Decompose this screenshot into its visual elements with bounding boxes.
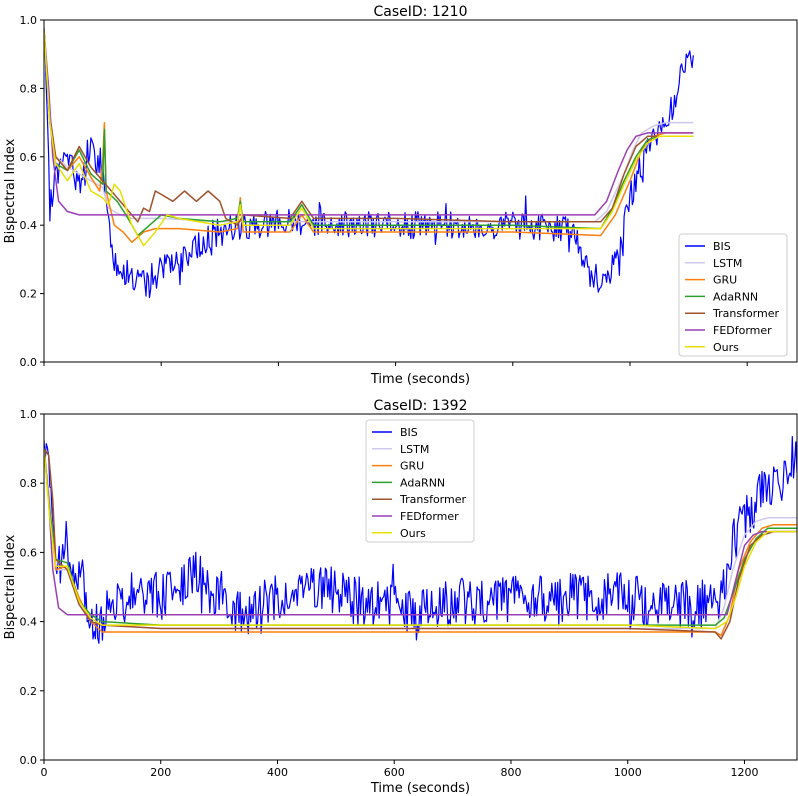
plot-area [44, 436, 797, 644]
series-line-fedformer [44, 30, 694, 216]
legend-label-gru: GRU [400, 460, 424, 473]
series-line-bis [44, 436, 797, 644]
y-tick-label: 1.0 [20, 408, 38, 421]
legend-label-lstm: LSTM [400, 443, 429, 456]
legend-box [365, 419, 475, 543]
x-tick-label: 200 [150, 766, 171, 779]
y-tick-label: 0.8 [20, 477, 38, 490]
legend-label-gru: GRU [713, 274, 737, 287]
legend-label-transformer: Transformer [712, 307, 779, 320]
chart-title: CaseID: 1210 [374, 4, 468, 20]
y-axis-label: Bispectral Index [3, 138, 18, 243]
legend-label-ours: Ours [713, 341, 739, 354]
y-tick-label: 0.2 [20, 685, 38, 698]
x-tick-label: 1200 [730, 766, 758, 779]
series-line-transformer [44, 30, 694, 226]
legend-label-lstm: LSTM [713, 257, 742, 270]
legend: BIS LSTM GRU AdaRNN Transformer FEDformer Ours [365, 419, 475, 543]
series-line-adarnn [44, 30, 694, 237]
x-tick-label: 600 [384, 766, 405, 779]
legend-box [678, 233, 788, 357]
series-line-ours [44, 448, 797, 630]
chart-title: CaseID: 1392 [374, 398, 468, 414]
legend-label-transformer: Transformer [399, 493, 466, 506]
y-tick-label: 0.8 [20, 82, 38, 95]
legend: BIS LSTM GRU AdaRNN Transformer FEDformer Ours [678, 233, 788, 357]
legend-label-adarnn: AdaRNN [400, 476, 445, 489]
y-tick-label: 0.6 [20, 546, 38, 559]
chart-case-1392: 0.0 0.2 0.4 0.6 0.8 1.0 0 200 400 600 800 1000 1200 C… [3, 398, 798, 796]
x-axis-label: Time (seconds) [370, 372, 470, 387]
series-line-transformer [44, 448, 797, 640]
legend-label-ours: Ours [400, 527, 426, 540]
x-tick-label: 800 [500, 766, 521, 779]
plot-area [44, 27, 694, 299]
y-tick-label: 0.2 [20, 288, 38, 301]
legend-label-fedformer: FEDformer [713, 324, 772, 337]
series-line-lstm [44, 30, 694, 223]
y-tick-label: 0.0 [20, 356, 38, 369]
y-tick-label: 1.0 [20, 14, 38, 27]
y-tick-label: 0.6 [20, 151, 38, 164]
series-line-gru [44, 30, 694, 244]
x-tick-label: 1000 [614, 766, 642, 779]
series-line-bis [44, 27, 694, 299]
legend-label-bis: BIS [713, 240, 731, 253]
series-line-fedformer [44, 448, 797, 616]
y-tick-label: 0.0 [20, 754, 38, 767]
x-axis-label: Time (seconds) [370, 781, 470, 796]
legend-label-adarnn: AdaRNN [713, 290, 758, 303]
y-tick-label: 0.4 [20, 219, 38, 232]
y-tick-label: 0.4 [20, 616, 38, 629]
x-tick-label: 0 [41, 766, 48, 779]
axes-frame [43, 413, 798, 761]
axes-frame [43, 19, 798, 363]
series-line-ours [44, 30, 694, 247]
x-tick-label: 400 [267, 766, 288, 779]
chart-case-1210: 0.0 0.2 0.4 0.6 0.8 1.0 CaseID: 1210 Time (seco… [3, 4, 798, 387]
y-axis-label: Bispectral Index [3, 534, 18, 639]
legend-label-fedformer: FEDformer [400, 510, 459, 523]
legend-label-bis: BIS [400, 426, 418, 439]
